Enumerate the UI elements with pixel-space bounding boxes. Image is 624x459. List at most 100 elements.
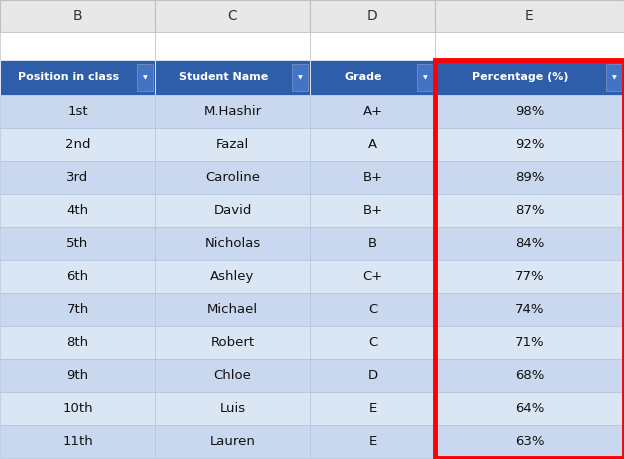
Text: Robert: Robert <box>210 336 255 349</box>
Bar <box>435 32 624 60</box>
Bar <box>310 260 435 293</box>
Text: A+: A+ <box>363 105 383 118</box>
Bar <box>435 0 624 32</box>
Bar <box>155 227 310 260</box>
Bar <box>310 128 435 161</box>
Bar <box>0 95 155 128</box>
Text: 10th: 10th <box>62 402 93 415</box>
Text: ▼: ▼ <box>612 75 617 80</box>
Text: E: E <box>368 435 377 448</box>
Bar <box>155 425 310 458</box>
Text: Ashley: Ashley <box>210 270 255 283</box>
Bar <box>137 64 153 91</box>
Bar <box>0 392 155 425</box>
Bar <box>435 392 624 425</box>
Text: D: D <box>368 369 378 382</box>
Text: 63%: 63% <box>515 435 544 448</box>
Text: Chloe: Chloe <box>213 369 251 382</box>
Bar <box>310 227 435 260</box>
Bar <box>155 293 310 326</box>
Text: Lauren: Lauren <box>210 435 255 448</box>
Text: Caroline: Caroline <box>205 171 260 184</box>
Bar <box>155 392 310 425</box>
Bar <box>155 0 310 32</box>
Bar <box>310 0 435 32</box>
Bar <box>435 194 624 227</box>
Bar <box>155 359 310 392</box>
Text: C: C <box>228 9 237 23</box>
Text: Percentage (%): Percentage (%) <box>472 73 568 83</box>
Text: 74%: 74% <box>515 303 544 316</box>
Text: 77%: 77% <box>515 270 544 283</box>
Bar <box>435 359 624 392</box>
Bar <box>310 194 435 227</box>
Text: E: E <box>368 402 377 415</box>
Bar <box>0 0 155 32</box>
Text: A: A <box>368 138 377 151</box>
Bar <box>0 32 155 60</box>
Bar <box>310 60 435 95</box>
Text: 98%: 98% <box>515 105 544 118</box>
Text: ▼: ▼ <box>422 75 427 80</box>
Text: 11th: 11th <box>62 435 93 448</box>
Text: B: B <box>368 237 377 250</box>
Text: ▼: ▼ <box>298 75 303 80</box>
Bar <box>310 326 435 359</box>
Bar <box>0 128 155 161</box>
Text: Fazal: Fazal <box>216 138 249 151</box>
Text: C: C <box>368 303 377 316</box>
Text: Luis: Luis <box>220 402 246 415</box>
Bar <box>0 260 155 293</box>
Text: Michael: Michael <box>207 303 258 316</box>
Bar <box>435 161 624 194</box>
Bar <box>435 326 624 359</box>
Bar <box>435 260 624 293</box>
Bar <box>155 95 310 128</box>
Bar <box>155 128 310 161</box>
Text: E: E <box>525 9 534 23</box>
Bar <box>435 60 624 458</box>
Text: 71%: 71% <box>515 336 544 349</box>
Bar <box>292 64 308 91</box>
Bar <box>435 425 624 458</box>
Text: D: D <box>367 9 378 23</box>
Text: Student Name: Student Name <box>179 73 268 83</box>
Text: 2nd: 2nd <box>65 138 90 151</box>
Text: David: David <box>213 204 251 217</box>
Text: M.Hashir: M.Hashir <box>203 105 261 118</box>
Text: 3rd: 3rd <box>66 171 89 184</box>
Bar <box>310 293 435 326</box>
Text: 1st: 1st <box>67 105 88 118</box>
Bar <box>310 425 435 458</box>
Bar <box>155 326 310 359</box>
Bar <box>155 161 310 194</box>
Bar <box>606 64 622 91</box>
Text: 5th: 5th <box>66 237 89 250</box>
Bar <box>0 425 155 458</box>
Bar <box>310 392 435 425</box>
Text: 92%: 92% <box>515 138 544 151</box>
Text: Grade: Grade <box>344 73 383 83</box>
Text: 84%: 84% <box>515 237 544 250</box>
Text: B: B <box>72 9 82 23</box>
Text: 87%: 87% <box>515 204 544 217</box>
Bar <box>155 194 310 227</box>
Bar <box>0 326 155 359</box>
Text: 4th: 4th <box>66 204 89 217</box>
Bar <box>435 95 624 128</box>
Text: Nicholas: Nicholas <box>205 237 261 250</box>
Bar <box>0 194 155 227</box>
Bar <box>310 359 435 392</box>
Text: 8th: 8th <box>66 336 89 349</box>
Text: 7th: 7th <box>66 303 89 316</box>
Text: 64%: 64% <box>515 402 544 415</box>
Bar <box>0 60 155 95</box>
Bar <box>310 95 435 128</box>
Text: B+: B+ <box>363 171 383 184</box>
Text: 9th: 9th <box>66 369 89 382</box>
Bar <box>310 32 435 60</box>
Bar <box>0 359 155 392</box>
Text: 6th: 6th <box>66 270 89 283</box>
Bar <box>435 293 624 326</box>
Text: C+: C+ <box>363 270 383 283</box>
